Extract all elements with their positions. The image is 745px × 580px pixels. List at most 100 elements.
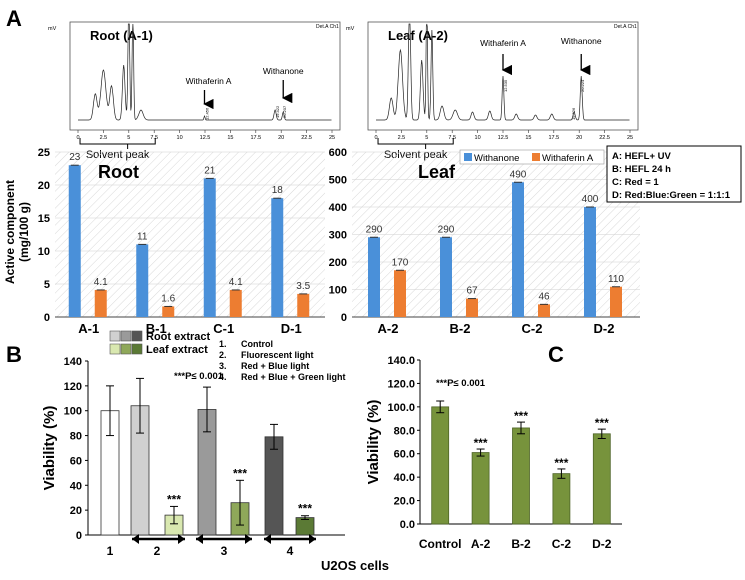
condition-text: Red + Blue + Green light (241, 372, 346, 382)
condition-number: 4. (219, 372, 227, 382)
conditions-frame (606, 145, 742, 203)
retention-time: 20.207 (282, 105, 287, 118)
condition-text: A: HEFL+ UV (612, 151, 672, 162)
group-label: 3 (221, 544, 228, 558)
chromatogram-tick-label: 25 (627, 135, 633, 141)
chart-title: Root (98, 162, 139, 182)
y-tick-label: 40.0 (394, 472, 415, 484)
x-tick-label: B-2 (450, 321, 471, 336)
y-tick-label: 100 (329, 285, 347, 297)
x-tick-label: D-2 (592, 537, 612, 551)
y-tick-label: 0 (76, 530, 82, 542)
bar (431, 406, 450, 525)
data-label: 18 (272, 185, 284, 196)
chromatogram-tick-label: 2.5 (398, 135, 406, 141)
bar-leaf-4 (295, 517, 315, 536)
bar-withanone (271, 198, 284, 317)
condition-text: C: Red = 1 (612, 177, 659, 188)
bar-withanone (584, 207, 596, 317)
legend-swatch (109, 343, 121, 355)
y-tick-label: 20 (70, 505, 82, 517)
chromatogram-tick-label: 2.5 (100, 135, 108, 141)
chromatogram-trace (376, 23, 630, 121)
bar-root-4 (264, 436, 284, 536)
retention-time: 19.526 (571, 107, 576, 120)
y-tick-label: 0.0 (400, 519, 415, 531)
chromatogram-tick-label: 22.5 (301, 135, 312, 141)
x-tick-label: C-2 (522, 321, 543, 336)
x-tick-label: Control (419, 537, 462, 551)
bar (512, 427, 530, 525)
condition-text: D: Red:Blue:Green = 1:1:1 (612, 190, 731, 201)
x-axis-label: U2OS cells (321, 558, 389, 573)
bar (552, 473, 571, 525)
chromatogram-frame (69, 21, 341, 131)
chromatogram-tick-label: 20 (576, 135, 582, 141)
x-tick-label: A-2 (471, 537, 491, 551)
legend-label-withaferin: Withaferin A (542, 153, 594, 164)
data-label: 290 (438, 224, 455, 235)
chromatogram-1: mV Det.A Ch1 Root (A-1) 0 2.5 5 7.5 10 12.5 15 17.… (48, 21, 341, 161)
data-label: 290 (366, 224, 383, 235)
bar (592, 433, 611, 525)
conditions-box: A: HEFL+ UV B: HEFL 24 h C: Red = 1 D: Red:… (606, 145, 742, 203)
x-tick-label: B-2 (511, 537, 531, 551)
bar (471, 452, 490, 525)
data-label: 23 (69, 152, 81, 163)
chromatogram-tick-label: 15 (525, 135, 531, 141)
arrow-head-right (309, 534, 316, 544)
bar-withaferin-a (297, 293, 310, 317)
y-tick-label: 0 (44, 312, 50, 324)
significance-label: *** (554, 456, 568, 470)
chromatogram-title: Leaf (A-2) (388, 28, 448, 43)
bar-withaferin-a (610, 286, 622, 317)
chromatogram-tick-label: 7.5 (150, 135, 158, 141)
significance-label: *** (167, 492, 181, 506)
chromatogram-unit: mV (346, 26, 355, 32)
bar-withaferin-a (162, 306, 175, 317)
panel-a-layer: A 0 5 10 15 20 25 Root 23 4.1 A-1 11 1.6 B-1 21 4.1 C-1 1… (3, 6, 742, 336)
y-tick-label: 60.0 (394, 449, 415, 461)
withanone-peak-label: Withanone (263, 66, 304, 76)
bar-withanone (68, 165, 81, 317)
y-tick-label: 60 (70, 455, 82, 467)
panel-label-b: B (6, 342, 22, 367)
arrow-head-left (196, 534, 203, 544)
withanone-peak-label: Withanone (561, 36, 602, 46)
data-label: 170 (392, 257, 409, 268)
significance-label: *** (298, 502, 312, 516)
chromatogram-tick-label: 12.5 (498, 135, 509, 141)
significance-label: *** (474, 436, 488, 450)
y-tick-label: 10 (38, 246, 50, 258)
chromatogram-tick-label: 5 (127, 135, 130, 141)
x-tick-label: B-1 (146, 321, 167, 336)
retention-time: 12.535 (503, 79, 508, 92)
x-tick-label: C-2 (552, 537, 572, 551)
y-axis-label: Viability (%) (41, 406, 58, 491)
group-label: 2 (154, 544, 161, 558)
chart-A-root: 0 5 10 15 20 25 Root 23 4.1 A-1 11 1.6 B-1 21 4.1 C-1 18… (38, 147, 325, 336)
significance-label: *** (233, 466, 247, 480)
condition-text: B: HEFL 24 h (612, 164, 671, 175)
data-label: 490 (510, 169, 527, 180)
y-tick-label: 140.0 (387, 355, 415, 367)
arrow-head-right (245, 534, 252, 544)
chromatogram-tick-label: 22.5 (599, 135, 610, 141)
chromatogram-layer: mV Det.A Ch1 Root (A-1) 0 2.5 5 7.5 10 12.5 15 17.… (48, 21, 639, 161)
bar-withanone (512, 182, 524, 317)
data-label: 46 (538, 291, 550, 302)
y-tick-label: 120 (64, 381, 82, 393)
chromatogram-tick-label: 0 (76, 135, 79, 141)
arrow-head-right (178, 534, 185, 544)
y-tick-label: 140 (64, 356, 82, 368)
chromatogram-tick-label: 15 (227, 135, 233, 141)
bar-withaferin-a (94, 289, 107, 317)
y-tick-label: 40 (70, 480, 82, 492)
legend-swatch (131, 330, 143, 342)
legend-swatch-withanone (464, 153, 472, 161)
panel-label-a: A (6, 6, 22, 31)
significance-label: *** (514, 409, 528, 423)
data-label: 11 (137, 231, 148, 242)
